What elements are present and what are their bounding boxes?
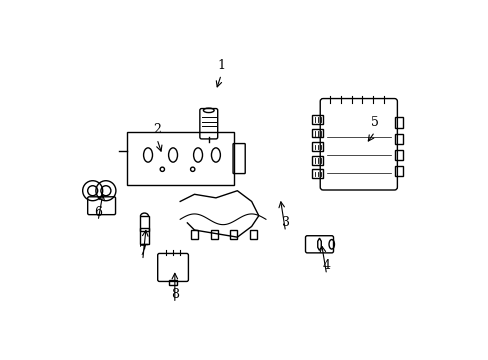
Bar [394,117,403,128]
Bar [169,280,177,285]
Bar [140,228,148,231]
Bar [210,230,217,239]
Bar [312,142,323,151]
Bar [126,132,233,185]
Text: 1: 1 [217,59,225,72]
Bar [140,216,148,244]
Bar [312,169,323,178]
Bar [312,115,323,124]
Text: 8: 8 [170,288,179,301]
Text: 3: 3 [281,216,289,229]
Text: 2: 2 [153,123,161,136]
Bar [190,230,198,239]
Bar [312,129,323,138]
Bar [394,166,403,176]
Bar [230,230,237,239]
Text: 7: 7 [139,245,146,258]
Text: 4: 4 [322,259,330,272]
Text: 6: 6 [94,206,102,219]
Bar [394,150,403,160]
Bar [312,156,323,165]
Bar [394,134,403,144]
Text: 5: 5 [370,116,378,129]
Bar [249,230,257,239]
